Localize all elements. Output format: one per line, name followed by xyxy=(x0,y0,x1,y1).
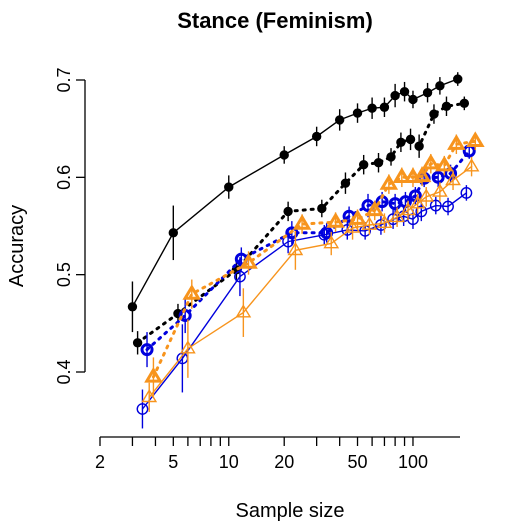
data-point xyxy=(317,203,327,214)
data-point xyxy=(127,302,138,312)
data-point xyxy=(442,200,454,213)
x-tick-label: 10 xyxy=(219,452,239,472)
data-point xyxy=(334,115,345,125)
data-point xyxy=(445,171,461,186)
data-point xyxy=(287,241,304,256)
data-point xyxy=(235,304,252,318)
data-point xyxy=(292,214,312,230)
data-point xyxy=(168,228,179,238)
x-tick-label: 50 xyxy=(348,452,368,472)
data-point xyxy=(459,98,470,109)
data-point xyxy=(431,170,445,184)
data-point xyxy=(408,94,418,105)
data-point xyxy=(435,81,445,91)
y-tick-label: 0.5 xyxy=(54,262,74,287)
data-point xyxy=(224,182,234,192)
data-point xyxy=(421,153,441,170)
data-point xyxy=(429,199,442,212)
data-point xyxy=(399,86,410,97)
data-point xyxy=(373,158,384,168)
data-point xyxy=(414,141,424,151)
data-point xyxy=(234,270,246,283)
data-point xyxy=(418,188,435,202)
data-point xyxy=(379,102,390,112)
data-point xyxy=(412,166,432,183)
data-point xyxy=(326,212,345,228)
data-point xyxy=(387,213,399,226)
y-tick-label: 0.6 xyxy=(54,165,74,190)
chart-title: Stance (Feminism) xyxy=(177,8,373,33)
series-4 xyxy=(140,143,476,368)
data-point xyxy=(460,187,473,199)
data-point xyxy=(365,200,385,217)
data-point xyxy=(429,109,439,119)
data-point xyxy=(136,403,149,415)
y-tick-label: 0.4 xyxy=(54,359,74,384)
data-point xyxy=(352,108,363,118)
series-1 xyxy=(127,72,463,333)
data-point xyxy=(239,253,258,269)
series-layer xyxy=(127,72,485,429)
data-point xyxy=(403,167,423,183)
series-6 xyxy=(144,131,485,397)
data-point xyxy=(466,131,485,147)
data-point xyxy=(358,159,369,170)
data-point xyxy=(441,101,452,111)
data-point xyxy=(340,178,351,188)
x-tick-label: 2 xyxy=(95,452,105,472)
data-point xyxy=(348,209,367,225)
data-point xyxy=(405,134,416,145)
data-point xyxy=(400,202,416,216)
data-point xyxy=(447,134,466,150)
data-point xyxy=(140,343,154,357)
data-point xyxy=(323,235,340,249)
data-point xyxy=(132,338,143,348)
data-point xyxy=(431,183,448,197)
data-point xyxy=(182,284,202,300)
data-point xyxy=(422,87,433,98)
data-point xyxy=(344,219,361,233)
x-axis: 2 5 10 20 50 100 xyxy=(95,436,460,472)
data-point xyxy=(392,167,412,183)
data-point xyxy=(279,150,289,160)
data-point xyxy=(396,137,406,147)
series-5 xyxy=(141,156,480,412)
data-point xyxy=(376,214,393,229)
data-point xyxy=(415,205,428,218)
x-tick-label: 100 xyxy=(398,452,428,472)
data-point xyxy=(389,208,405,223)
data-point xyxy=(283,206,293,217)
data-point xyxy=(463,158,480,172)
data-point xyxy=(409,195,426,209)
data-point xyxy=(144,366,163,383)
y-axis-label: Accuracy xyxy=(6,205,28,287)
data-point xyxy=(285,226,299,240)
data-point xyxy=(435,155,454,172)
data-point xyxy=(179,340,196,354)
series-line xyxy=(131,78,459,308)
data-point xyxy=(311,131,322,142)
x-tick-label: 5 xyxy=(168,452,178,472)
x-axis-label: Sample size xyxy=(236,500,345,522)
series-line xyxy=(136,101,466,345)
data-point xyxy=(386,152,396,162)
data-point xyxy=(379,174,399,190)
data-point xyxy=(367,103,377,113)
y-tick-label: 0.7 xyxy=(54,67,74,92)
data-point xyxy=(390,90,400,101)
y-axis: 0.4 0.5 0.6 0.7 xyxy=(54,67,86,385)
data-point xyxy=(375,219,387,231)
x-tick-label: 20 xyxy=(274,452,294,472)
data-point xyxy=(453,74,463,84)
data-point xyxy=(141,388,158,403)
